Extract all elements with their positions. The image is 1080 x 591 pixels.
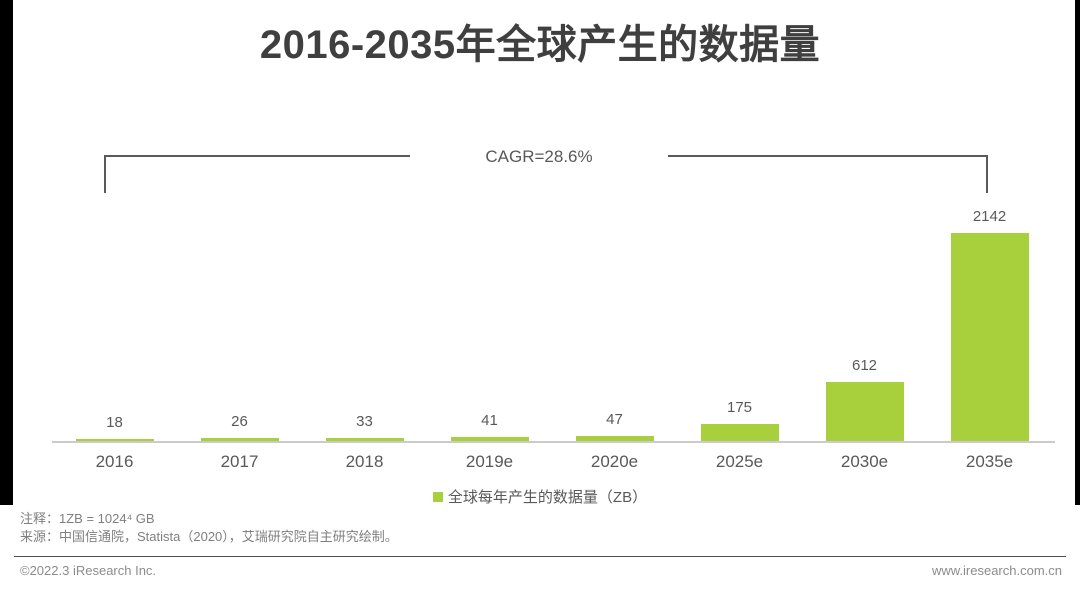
bar-2030e xyxy=(825,382,904,441)
note-source: 来源：中国信通院，Statista（2020），艾瑞研究院自主研究绘制。 xyxy=(20,529,398,544)
bar-value-label: 612 xyxy=(851,357,878,374)
x-axis-tick-label: 2035e xyxy=(965,452,1014,471)
bar-value-label: 41 xyxy=(481,412,498,429)
bar-2035e xyxy=(950,233,1029,441)
bar-value-label: 26 xyxy=(231,413,248,430)
bar-2020e xyxy=(575,436,654,441)
bar-column: 18 xyxy=(52,200,177,441)
x-axis-line xyxy=(52,441,1055,443)
bar-value-label: 33 xyxy=(356,413,373,430)
x-axis-labels: 2016 2017 2018 2019e 2020e 2025e 2030e 2035e xyxy=(52,452,1052,474)
x-axis-tick-label: 2016 xyxy=(95,452,134,471)
bar-column: 33 xyxy=(302,200,427,441)
x-axis-tick-label: 2019e xyxy=(465,452,514,471)
x-axis-tick-label: 2020e xyxy=(590,452,639,471)
legend-series-label: 全球每年产生的数据量（ZB） xyxy=(447,489,648,506)
left-edge-strip xyxy=(0,0,13,505)
cagr-bracket-left-horizontal xyxy=(104,155,410,157)
cagr-bracket-right-vertical xyxy=(986,155,988,193)
bar-column: 175 xyxy=(677,200,802,441)
bar-column: 612 xyxy=(802,200,927,441)
bar-value-label: 47 xyxy=(606,411,623,428)
bar-value-label: 175 xyxy=(726,399,753,416)
copyright-text: ©2022.3 iResearch Inc. xyxy=(20,563,157,578)
x-axis-tick-label: 2025e xyxy=(715,452,764,471)
cagr-bracket-right-horizontal xyxy=(668,155,988,157)
page-title: 2016-2035年全球产生的数据量 xyxy=(259,23,821,67)
x-axis-tick-label: 2017 xyxy=(220,452,259,471)
footer-divider xyxy=(14,556,1066,557)
cagr-bracket-left-vertical xyxy=(104,155,106,193)
legend-swatch-icon xyxy=(432,491,443,502)
bar-value-label: 18 xyxy=(106,414,123,431)
x-axis-tick-label: 2030e xyxy=(840,452,889,471)
bar-2018 xyxy=(325,438,404,441)
chart-legend: 全球每年产生的数据量（ZB） xyxy=(0,486,1080,507)
cagr-annotation: CAGR=28.6% xyxy=(485,147,593,166)
bar-column: 2142 xyxy=(927,200,1052,441)
x-axis-tick-label: 2018 xyxy=(345,452,384,471)
right-edge-strip xyxy=(1075,0,1080,505)
bar-column: 41 xyxy=(427,200,552,441)
bar-2016 xyxy=(75,439,154,441)
bar-value-label: 2142 xyxy=(972,208,1007,225)
bar-2017 xyxy=(200,438,279,441)
bar-column: 26 xyxy=(177,200,302,441)
bar-2025e xyxy=(700,424,779,441)
website-url: www.iresearch.com.cn xyxy=(931,563,1062,578)
bar-2019e xyxy=(450,437,529,441)
note-definition: 注释：1ZB = 1024⁴ GB xyxy=(20,511,155,526)
bar-column: 47 xyxy=(552,200,677,441)
bar-chart-plot-area: 18 26 33 41 47 175 612 2142 xyxy=(52,200,1052,441)
